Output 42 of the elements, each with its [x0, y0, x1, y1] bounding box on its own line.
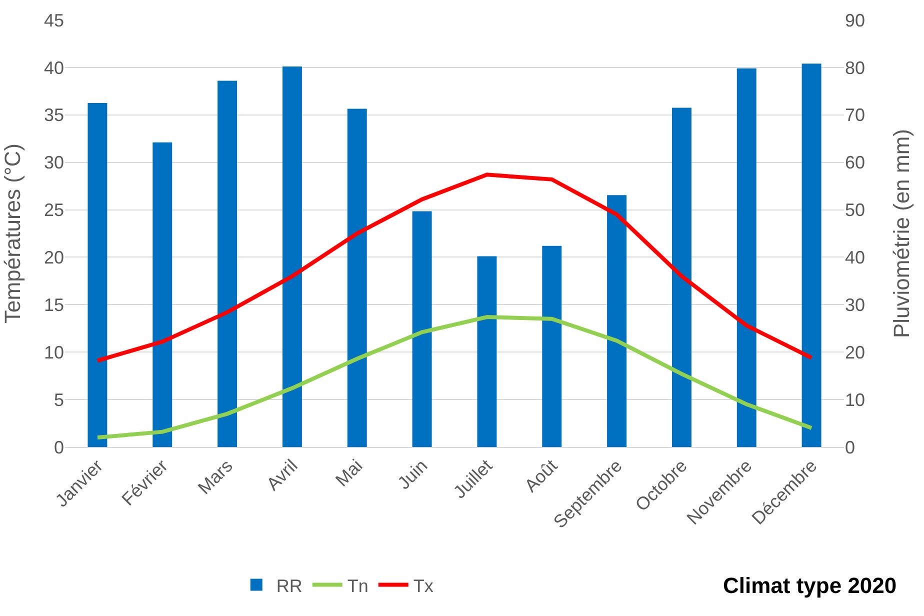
y2-tick-label: 40 [845, 248, 866, 268]
bar [542, 246, 562, 447]
y2-tick-label: 30 [845, 294, 866, 315]
y-axis-title: Températures (°C) [0, 144, 25, 324]
line-series [95, 315, 814, 440]
y-tick-label: 35 [44, 105, 64, 126]
y-tick-label: 25 [44, 200, 64, 220]
bar [736, 68, 756, 447]
y2-tick-label: 0 [845, 437, 856, 458]
bar [607, 195, 627, 447]
bar [477, 256, 497, 447]
legend-label: RR [276, 576, 302, 596]
y2-tick-label: 20 [845, 342, 866, 362]
legend-label: Tn [347, 576, 368, 596]
legend-label: Tx [413, 576, 434, 596]
bar [88, 103, 108, 447]
bar [152, 142, 172, 447]
bar [282, 66, 302, 447]
y-tick-label: 0 [54, 437, 64, 458]
y2-tick-label: 70 [845, 105, 866, 126]
x-tick-label: Juin [394, 456, 432, 494]
y2-tick-label: 80 [845, 58, 866, 78]
bar [347, 108, 367, 447]
y-tick-label: 30 [44, 152, 64, 173]
y-tick-label: 10 [44, 342, 64, 362]
x-tick-label: Mai [332, 456, 366, 490]
y2-tick-label: 10 [845, 390, 866, 410]
y2-tick-label: 90 [845, 10, 866, 30]
bar [412, 211, 432, 447]
y-tick-label: 20 [44, 248, 64, 268]
y-tick-label: 40 [44, 58, 64, 78]
y-tick-label: 15 [44, 294, 64, 315]
bar [672, 108, 692, 447]
y2-tick-label: 50 [845, 200, 866, 220]
y-tick-label: 5 [54, 390, 64, 410]
y2-axis-title: Pluviométrie (en mm) [889, 128, 914, 338]
y2-tick-label: 60 [845, 152, 866, 173]
text: Climat type 2020 [723, 573, 897, 598]
y-tick-label: 45 [44, 10, 64, 30]
bar [218, 80, 238, 447]
bar [802, 64, 822, 447]
line-series [95, 172, 814, 363]
